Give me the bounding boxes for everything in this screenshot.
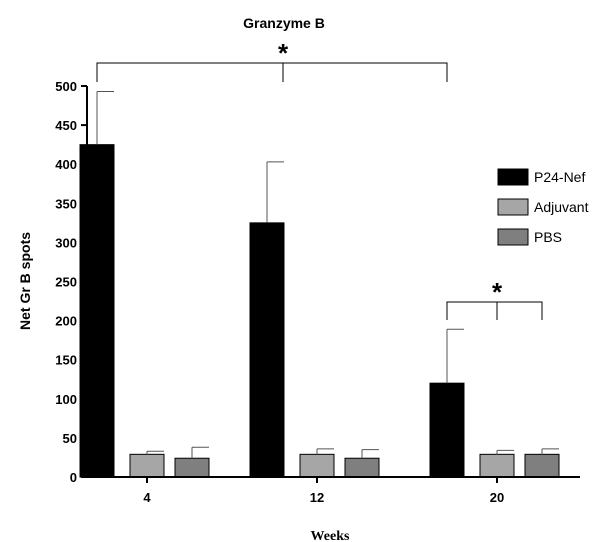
y-tick-label: 350 bbox=[55, 196, 77, 211]
legend-label-p24-nef: P24-Nef bbox=[534, 169, 585, 185]
legend-label-adjuvant: Adjuvant bbox=[534, 199, 589, 215]
bars-layer bbox=[79, 144, 560, 478]
significance-asterisk: * bbox=[492, 277, 503, 307]
legend-swatch-adjuvant bbox=[497, 198, 529, 216]
bar-pbs-week-4 bbox=[174, 457, 210, 478]
y-tick-label: 50 bbox=[63, 431, 77, 446]
y-tick-label: 100 bbox=[55, 392, 77, 407]
x-tick-label: 20 bbox=[490, 490, 504, 505]
y-tick-label: 250 bbox=[55, 275, 77, 290]
y-axis-label: Net Gr B spots bbox=[17, 232, 33, 330]
bar-adjuvant-week-12 bbox=[299, 453, 335, 478]
bar-p24-nef-week-12 bbox=[249, 222, 285, 478]
bar-p24-nef-week-4 bbox=[79, 144, 115, 478]
bar-p24-nef-week-20 bbox=[429, 382, 465, 478]
axes-layer: 0 50 100 150 200 250 300 350 400 450 500 4 12 20 bbox=[55, 79, 580, 505]
bar-pbs-week-12 bbox=[344, 457, 380, 478]
significance-bracket bbox=[96, 62, 448, 82]
y-tick-label: 300 bbox=[55, 235, 77, 250]
y-tick-label: 150 bbox=[55, 353, 77, 368]
error-bars-layer bbox=[96, 90, 559, 459]
bar-adjuvant-week-4 bbox=[129, 453, 165, 478]
y-tick-label: 500 bbox=[55, 79, 77, 94]
legend: P24-Nef Adjuvant PBS bbox=[497, 168, 589, 246]
x-tick-label: 4 bbox=[143, 490, 151, 505]
x-axis-label: Weeks bbox=[311, 529, 350, 542]
x-tick-label: 12 bbox=[310, 490, 324, 505]
y-tick-label: 200 bbox=[55, 314, 77, 329]
legend-label-pbs: PBS bbox=[534, 229, 562, 245]
significance-bracket bbox=[446, 301, 543, 320]
legend-swatch-p24-nef bbox=[497, 168, 529, 186]
y-tick-label: 450 bbox=[55, 118, 77, 133]
significance-layer: ** bbox=[96, 38, 543, 320]
legend-swatch-pbs bbox=[497, 228, 529, 246]
y-tick-label: 400 bbox=[55, 157, 77, 172]
significance-asterisk: * bbox=[278, 38, 289, 68]
chart-title: Granzyme B bbox=[243, 15, 325, 31]
bar-adjuvant-week-20 bbox=[479, 453, 515, 478]
bar-pbs-week-20 bbox=[524, 453, 560, 478]
y-tick-label: 0 bbox=[70, 470, 77, 485]
